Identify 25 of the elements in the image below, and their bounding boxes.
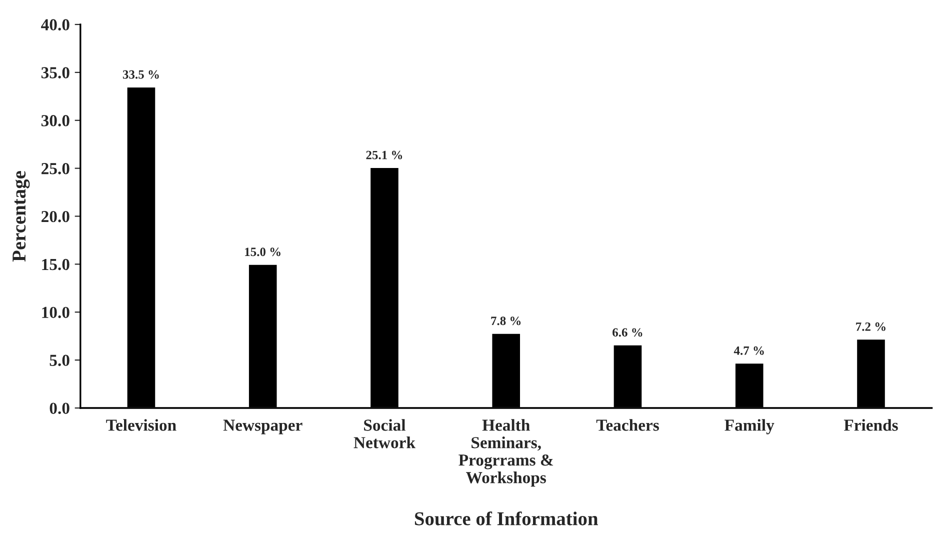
y-tick-label: 30.0	[41, 115, 70, 126]
data-label: 4.7 %	[734, 346, 764, 355]
x-tick-label: Newspaper	[223, 420, 302, 434]
y-tick-label: 0.0	[50, 402, 70, 414]
y-tick-label: 5.0	[50, 354, 70, 366]
data-label: 7.8 %	[491, 316, 521, 326]
y-axis-title: Percentage	[12, 171, 30, 262]
x-tick-label: Television	[106, 419, 176, 431]
data-label: 15.0 %	[245, 248, 280, 256]
x-tick-label: Teachers	[596, 419, 659, 431]
y-tick-label: 15.0	[42, 258, 70, 270]
x-tick-label: Health Seminars, Progrrams & Workshops	[458, 419, 554, 487]
x-axis-title: Source of Information	[414, 511, 598, 526]
y-tick-label: 10.0	[42, 306, 70, 318]
x-tick-label: Friends	[844, 419, 898, 431]
data-label: 6.6 %	[612, 328, 642, 337]
y-tick-label: 25.0	[42, 163, 70, 174]
y-tick-label: 35.0	[41, 67, 70, 78]
y-tick-label: 20.0	[42, 210, 70, 222]
x-tick-label: Social Network	[354, 419, 416, 448]
x-tick-label: Family	[724, 419, 774, 434]
data-label: 25.1 %	[366, 150, 402, 160]
data-label: 7.2 %	[856, 322, 886, 331]
data-label: 33.5 %	[122, 70, 159, 79]
y-tick-label: 40.0	[41, 19, 70, 30]
